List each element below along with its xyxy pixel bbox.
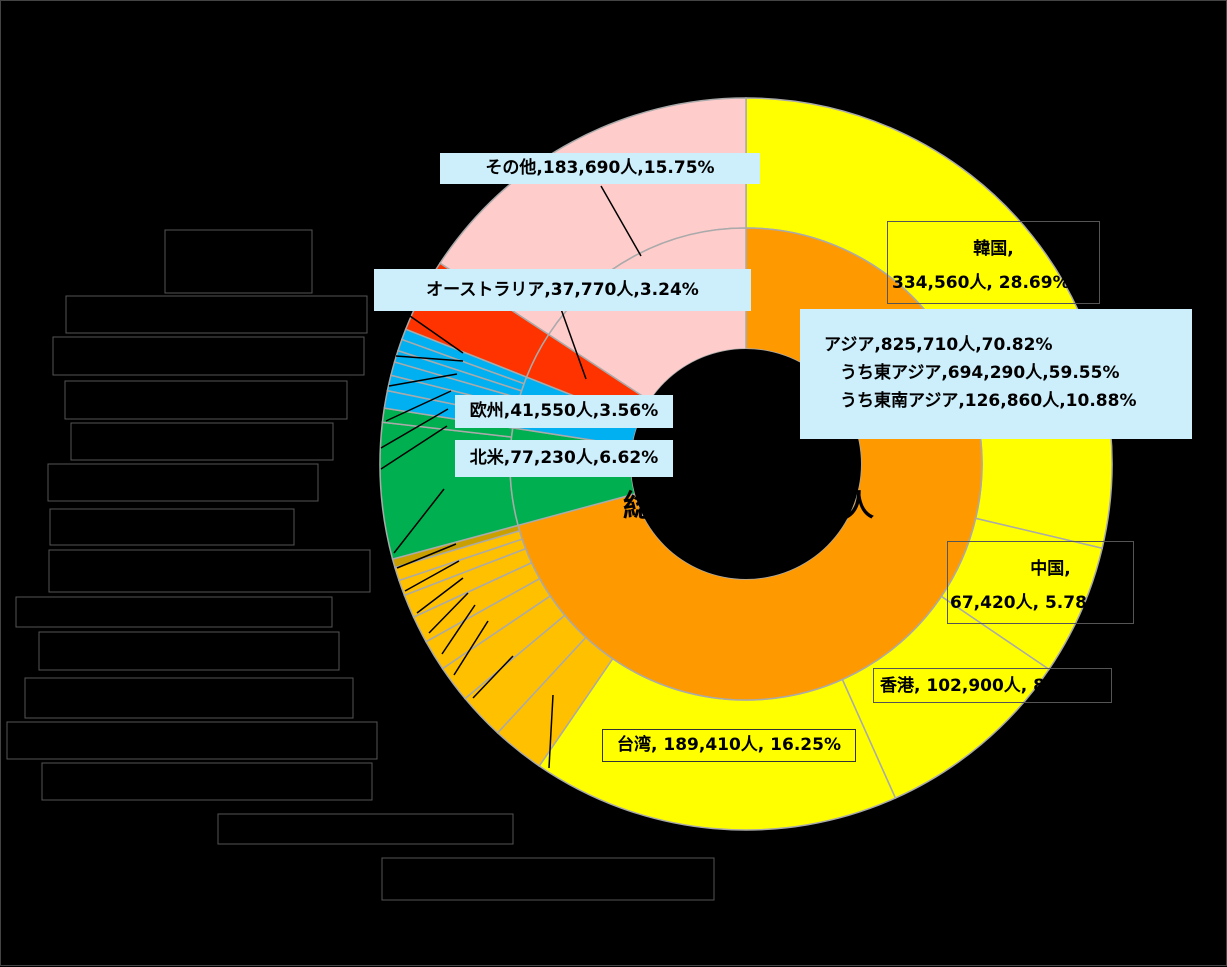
category-label-boxes (6, 229, 715, 901)
center-title-right: 人 (844, 489, 874, 524)
label-north-america: 北米,77,230人,6.62% (455, 440, 673, 477)
label-east-asia: うち東アジア,694,290人,59.55% (840, 363, 1120, 383)
label-hongkong: 香港, 102,900人, 8.83% (873, 668, 1112, 703)
center-title-left: 総 (623, 489, 653, 524)
label-korea-value: 334,560人, 28.69% (892, 273, 1070, 293)
label-china: 中国, 67,420人, 5.78% (947, 541, 1134, 624)
label-asia-total: アジア,825,710人,70.82% (824, 335, 1053, 355)
label-taiwan: 台湾, 189,410人, 16.25% (602, 729, 856, 762)
label-asia: アジア,825,710人,70.82% うち東アジア,694,290人,59.5… (800, 309, 1192, 439)
label-china-name: 中国, (1030, 559, 1071, 579)
label-china-value: 67,420人, 5.78% (950, 593, 1104, 613)
leader-lines (376, 185, 642, 769)
label-korea: 韓国, 334,560人, 28.69% (887, 221, 1100, 304)
label-europe: 欧州,41,550人,3.56% (455, 395, 673, 428)
label-korea-name: 韓国, (973, 239, 1014, 259)
label-other: その他,183,690人,15.75% (440, 153, 760, 184)
label-australia: オーストラリア,37,770人,3.24% (374, 269, 751, 311)
label-southeast-asia: うち東南アジア,126,860人,10.88% (840, 391, 1137, 411)
